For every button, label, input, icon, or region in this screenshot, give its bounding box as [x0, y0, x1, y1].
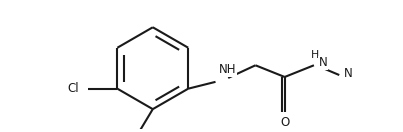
Text: O: O [280, 116, 289, 129]
Text: H: H [311, 50, 319, 60]
Text: N: N [344, 67, 352, 80]
Text: NH: NH [219, 63, 237, 76]
Text: N: N [319, 56, 328, 69]
Text: Cl: Cl [67, 82, 79, 95]
